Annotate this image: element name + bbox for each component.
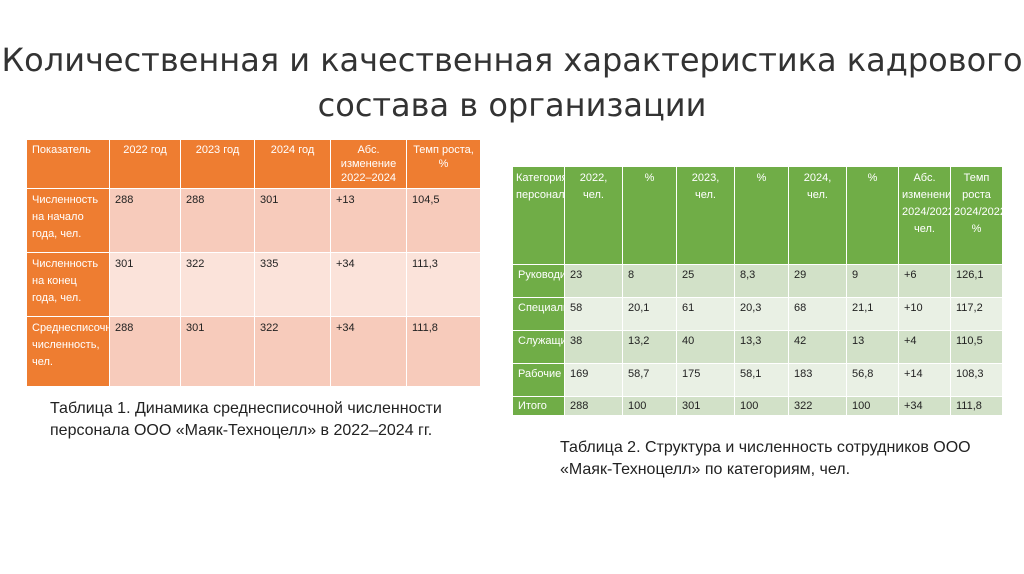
table-cell: +34 bbox=[330, 316, 407, 387]
table-cell: 23 bbox=[564, 264, 623, 298]
table-cell: 110,5 bbox=[950, 330, 1003, 364]
column-header: Категория персонала bbox=[512, 166, 565, 265]
column-header: 2024, чел. bbox=[788, 166, 847, 265]
table-cell: 169 bbox=[564, 363, 623, 397]
column-header: Абс. изменение 2024/2022, чел. bbox=[898, 166, 951, 265]
column-header: Темп роста 2024/2022, % bbox=[950, 166, 1003, 265]
table-cell: 58,7 bbox=[622, 363, 677, 397]
table-cell: 288 bbox=[180, 188, 255, 253]
table-cell: 322 bbox=[180, 252, 255, 317]
table-cell: 100 bbox=[734, 396, 789, 416]
table2-caption: Таблица 2. Структура и численность сотру… bbox=[560, 439, 971, 478]
personnel-dynamics-table: Показатель 2022 год 2023 год 2024 год Аб… bbox=[26, 139, 481, 387]
column-header: % bbox=[846, 166, 899, 265]
column-header: 2023 год bbox=[180, 139, 255, 189]
table-row: Численность на конец года, чел. 301 322 … bbox=[26, 252, 481, 317]
table-row: Рабочие 169 58,7 175 58,1 183 56,8 +14 1… bbox=[512, 363, 1003, 397]
table-cell: 301 bbox=[109, 252, 181, 317]
column-header: 2022 год bbox=[109, 139, 181, 189]
table-cell: +13 bbox=[330, 188, 407, 253]
table-cell: 322 bbox=[254, 316, 331, 387]
column-header: % bbox=[622, 166, 677, 265]
table-row: Служащие 38 13,2 40 13,3 42 13 +4 110,5 bbox=[512, 330, 1003, 364]
table-cell: 104,5 bbox=[406, 188, 481, 253]
table1-caption: Таблица 1. Динамика среднесписочной числ… bbox=[50, 400, 442, 439]
row-header: Служащие bbox=[512, 330, 565, 364]
table-header-row: Показатель 2022 год 2023 год 2024 год Аб… bbox=[26, 139, 481, 189]
column-header: Показатель bbox=[26, 139, 110, 189]
table-cell: 25 bbox=[676, 264, 735, 298]
table-row: Среднесписочная численность, чел. 288 30… bbox=[26, 316, 481, 387]
table-cell: 61 bbox=[676, 297, 735, 331]
table-cell: 56,8 bbox=[846, 363, 899, 397]
table-row: Итого 288 100 301 100 322 100 +34 111,8 bbox=[512, 396, 1003, 416]
table-cell: 126,1 bbox=[950, 264, 1003, 298]
table-cell: 20,1 bbox=[622, 297, 677, 331]
staff-structure-table: Категория персонала 2022, чел. % 2023, ч… bbox=[512, 166, 1003, 416]
table-cell: 29 bbox=[788, 264, 847, 298]
table-cell: 9 bbox=[846, 264, 899, 298]
table-cell: 111,3 bbox=[406, 252, 481, 317]
table-cell: +34 bbox=[898, 396, 951, 416]
table-cell: 183 bbox=[788, 363, 847, 397]
table-cell: 20,3 bbox=[734, 297, 789, 331]
column-header: Темп роста, % bbox=[406, 139, 481, 189]
table-cell: 13,2 bbox=[622, 330, 677, 364]
table-cell: +14 bbox=[898, 363, 951, 397]
table-cell: 21,1 bbox=[846, 297, 899, 331]
table-cell: 108,3 bbox=[950, 363, 1003, 397]
table-cell: +10 bbox=[898, 297, 951, 331]
table-cell: 68 bbox=[788, 297, 847, 331]
column-header: % bbox=[734, 166, 789, 265]
table-cell: 42 bbox=[788, 330, 847, 364]
table-cell: 117,2 bbox=[950, 297, 1003, 331]
table-cell: 322 bbox=[788, 396, 847, 416]
table-cell: 301 bbox=[180, 316, 255, 387]
table-cell: 301 bbox=[254, 188, 331, 253]
table-row: Численность на начало года, чел. 288 288… bbox=[26, 188, 481, 253]
table-cell: +4 bbox=[898, 330, 951, 364]
table-cell: 13 bbox=[846, 330, 899, 364]
table-cell: 301 bbox=[676, 396, 735, 416]
table-cell: 175 bbox=[676, 363, 735, 397]
row-header: Численность на конец года, чел. bbox=[26, 252, 110, 317]
table-cell: 111,8 bbox=[950, 396, 1003, 416]
table-cell: 58,1 bbox=[734, 363, 789, 397]
row-header: Руководители bbox=[512, 264, 565, 298]
table-cell: 288 bbox=[564, 396, 623, 416]
table-cell: 335 bbox=[254, 252, 331, 317]
table-cell: 100 bbox=[846, 396, 899, 416]
column-header: 2024 год bbox=[254, 139, 331, 189]
table-cell: 13,3 bbox=[734, 330, 789, 364]
row-header: Итого bbox=[512, 396, 565, 416]
table-cell: +34 bbox=[330, 252, 407, 317]
column-header: 2023, чел. bbox=[676, 166, 735, 265]
column-header: 2022, чел. bbox=[564, 166, 623, 265]
table-row: Руководители 23 8 25 8,3 29 9 +6 126,1 bbox=[512, 264, 1003, 298]
row-header: Специалисты bbox=[512, 297, 565, 331]
table-header-row: Категория персонала 2022, чел. % 2023, ч… bbox=[512, 166, 1003, 265]
table-cell: 8 bbox=[622, 264, 677, 298]
row-header: Численность на начало года, чел. bbox=[26, 188, 110, 253]
row-header: Рабочие bbox=[512, 363, 565, 397]
table-cell: 288 bbox=[109, 316, 181, 387]
slide-title: Количественная и качественная характерис… bbox=[1, 41, 1023, 124]
table-cell: 100 bbox=[622, 396, 677, 416]
table-cell: 8,3 bbox=[734, 264, 789, 298]
table-cell: 288 bbox=[109, 188, 181, 253]
table-row: Специалисты 58 20,1 61 20,3 68 21,1 +10 … bbox=[512, 297, 1003, 331]
table-cell: +6 bbox=[898, 264, 951, 298]
row-header: Среднесписочная численность, чел. bbox=[26, 316, 110, 387]
table-cell: 111,8 bbox=[406, 316, 481, 387]
column-header: Абс. изменение 2022–2024 bbox=[330, 139, 407, 189]
table-cell: 58 bbox=[564, 297, 623, 331]
table-cell: 38 bbox=[564, 330, 623, 364]
table-cell: 40 bbox=[676, 330, 735, 364]
